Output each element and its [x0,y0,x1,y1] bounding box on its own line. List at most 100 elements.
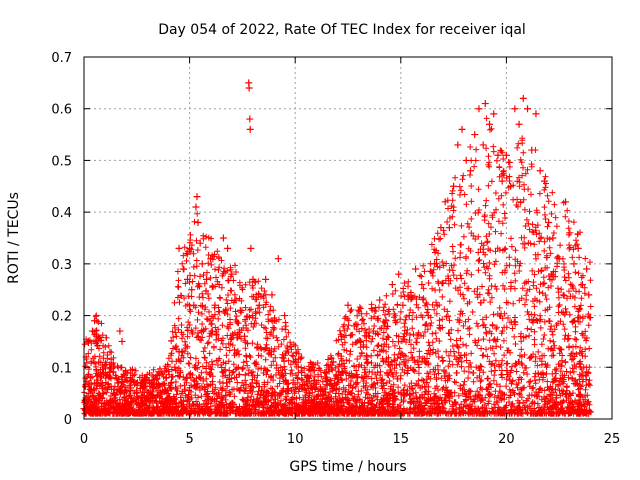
data-point [376,296,384,304]
data-point [126,384,134,392]
data-point [91,317,99,325]
data-point [338,332,346,340]
data-point [405,312,413,320]
data-point [350,322,358,330]
data-point [236,306,244,314]
data-point [186,244,194,252]
data-point [241,332,249,340]
x-tick-label: 15 [393,432,410,447]
data-point [224,244,232,252]
data-point [298,368,306,376]
data-point [232,296,240,304]
data-point [450,182,458,190]
data-point [110,389,118,397]
data-point [143,394,151,402]
data-point [304,374,312,382]
y-tick-label: 0.5 [51,154,72,169]
y-tick-label: 0.6 [51,103,72,118]
data-point [262,275,270,283]
data-point [194,218,202,226]
data-point [498,177,506,185]
y-tick-label: 0.1 [51,361,72,376]
data-point [454,141,462,149]
data-point [536,167,544,175]
data-point [382,317,390,325]
data-point [578,281,586,289]
data-point [519,94,527,102]
data-point [532,110,540,118]
data-point [479,141,487,149]
data-point [246,125,254,133]
data-point [198,260,206,268]
data-point [549,234,557,242]
data-point [490,110,498,118]
data-point [150,384,158,392]
data-point [344,301,352,309]
data-point [97,379,105,387]
data-point [329,358,337,366]
data-point [183,275,191,283]
data-point [540,177,548,185]
data-point [502,151,510,159]
data-point [574,244,582,252]
data-point [570,260,578,268]
data-point [207,255,215,263]
data-point [515,120,523,128]
data-point [255,301,263,309]
data-point [211,301,219,309]
data-points [80,79,593,413]
data-point [507,182,515,190]
data-point [281,312,289,320]
data-point [215,281,223,289]
data-point [93,332,101,340]
data-point [156,389,164,397]
grid-lines [84,57,612,419]
data-point [555,255,563,263]
data-point [562,198,570,206]
data-point [585,291,593,299]
data-point [114,379,122,387]
data-point [363,353,371,361]
data-point [431,260,439,268]
data-point [545,218,553,226]
data-point [86,374,94,382]
data-point [95,358,103,366]
data-point [196,239,204,247]
data-point [247,244,255,252]
data-point [249,275,257,283]
plot-frame [83,56,613,420]
data-point [471,131,479,139]
data-point [84,337,92,345]
data-point [202,275,210,283]
data-point [219,234,227,242]
data-point [274,255,282,263]
data-point [116,327,124,335]
data-point [99,389,107,397]
data-point [441,198,449,206]
data-point [246,115,254,123]
data-point [291,358,299,366]
data-point [228,270,236,278]
data-point [133,389,141,397]
data-point [162,374,170,382]
data-point [245,84,253,92]
x-tick-label: 10 [287,432,304,447]
data-point [481,100,489,108]
data-point [287,343,295,351]
data-point [458,125,466,133]
data-point [395,270,403,278]
data-point [437,224,445,232]
data-point [171,363,179,371]
data-point [412,265,420,273]
dense-point-cloud [81,115,594,417]
x-tick-label: 5 [185,432,193,447]
y-tick-label: 0.2 [51,310,72,325]
data-point [462,156,470,164]
x-tick-label: 25 [604,432,621,447]
data-point [494,151,502,159]
y-tick-label: 0.3 [51,258,72,273]
data-point [192,203,200,211]
axis-ticks: 0 5 10 15 20 25 0 0.1 0.2 0.3 0.4 0.5 0.6 0.7 [51,51,620,447]
data-point [188,286,196,294]
